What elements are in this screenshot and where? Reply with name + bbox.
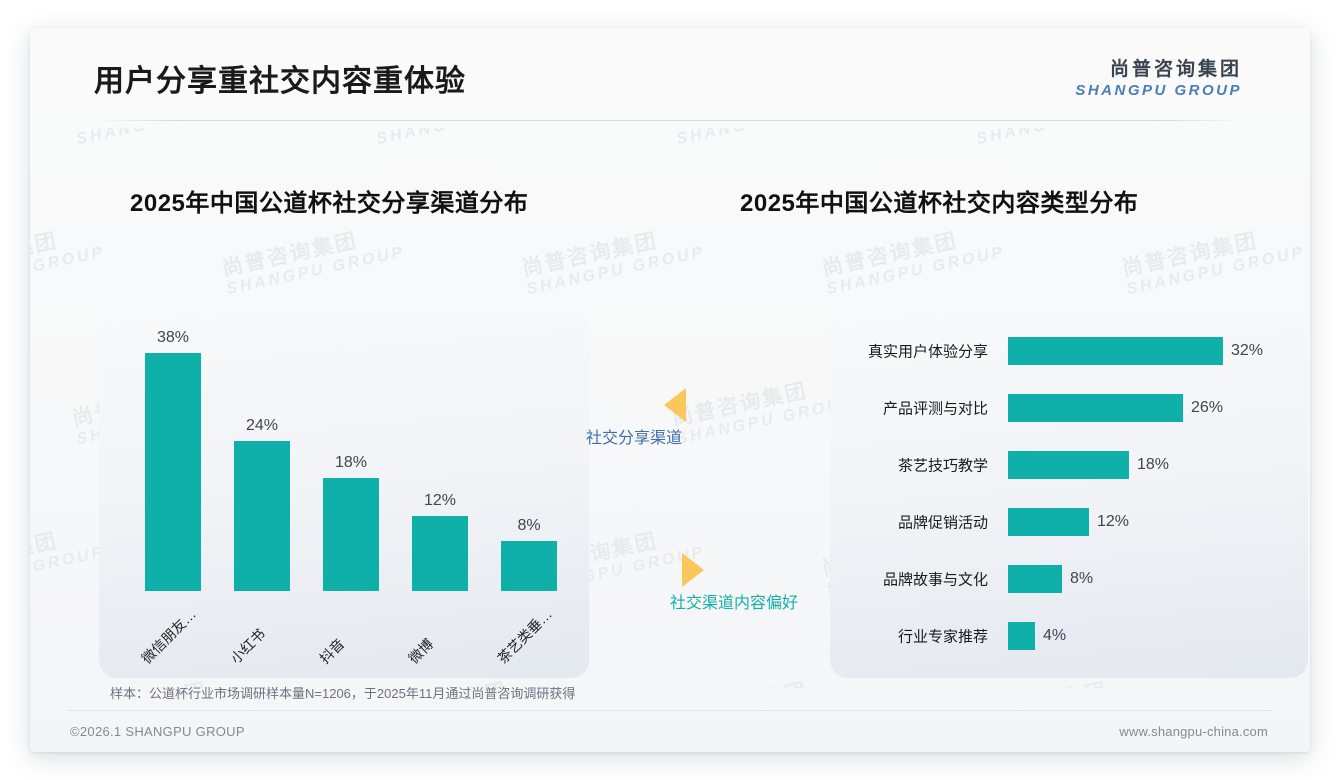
bar-value-label: 8%: [517, 517, 541, 534]
bar-rect: [1008, 394, 1183, 422]
bar-rect: [1008, 622, 1035, 650]
bar-category-label: 茶艺类垂…: [494, 605, 556, 667]
bar-category-label: 小红书: [227, 625, 269, 667]
bar-category-label: 真实用户体验分享: [867, 343, 988, 361]
bar-item: 8% 茶艺类垂…: [494, 311, 561, 678]
logo-chinese-text: 尚普咨询集团: [1109, 59, 1242, 80]
bar-item: 行业专家推荐 4%: [830, 619, 1308, 653]
bar-rect: [1008, 508, 1089, 536]
slide-header: 用户分享重社交内容重体验 尚普咨询集团 SHANGPU GROUP: [30, 28, 1310, 120]
bar-item: 38% 微信朋友…: [138, 311, 205, 678]
charts-area: 2025年中国公道杯社交分享渠道分布 38% 微信朋友… 24% 小红书 18% 抖音 12…: [30, 148, 1310, 708]
bar-category-label: 产品评测与对比: [882, 400, 988, 418]
bar-value-label: 18%: [1137, 456, 1170, 473]
bar-value-label: 24%: [245, 417, 279, 434]
bar-item: 12% 微博: [405, 311, 472, 678]
chart-title-left: 2025年中国公道杯社交分享渠道分布: [130, 190, 529, 217]
horizontal-bar-chart: 真实用户体验分享 32% 产品评测与对比 26% 茶艺技巧教学 18% 品牌促销活动 12% 品…: [830, 311, 1308, 678]
bar-item: 产品评测与对比 26%: [830, 391, 1308, 425]
bar-value-label: 4%: [1043, 627, 1067, 644]
bar-rect: [234, 441, 290, 591]
header-divider: [94, 120, 1246, 121]
chart-title-right: 2025年中国公道杯社交内容类型分布: [740, 190, 1139, 217]
bar-item: 24% 小红书: [227, 311, 294, 678]
bar-rect: [1008, 451, 1129, 479]
bar-category-label: 抖音: [316, 635, 348, 667]
bar-rect: [145, 353, 201, 591]
page-title: 用户分享重社交内容重体验: [94, 65, 466, 98]
logo-english-text: SHANGPU GROUP: [1075, 82, 1242, 99]
footer-divider: [68, 710, 1272, 711]
bar-rect: [1008, 337, 1223, 365]
bar-value-label: 8%: [1070, 570, 1094, 587]
bar-rect: [412, 516, 468, 591]
footer-website: www.shangpu-china.com: [1119, 724, 1268, 739]
slide-footer: ©2026.1 SHANGPU GROUP www.shangpu-china.…: [30, 710, 1310, 752]
bar-value-label: 32%: [1231, 342, 1264, 359]
bar-category-label: 品牌促销活动: [897, 514, 988, 532]
bar-category-label: 行业专家推荐: [897, 628, 988, 646]
bar-category-label: 微信朋友…: [138, 605, 200, 667]
bar-rect: [323, 478, 379, 591]
bar-value-label: 12%: [1097, 513, 1130, 530]
bar-item: 茶艺技巧教学 18%: [830, 448, 1308, 482]
bar-item: 品牌故事与文化 8%: [830, 562, 1308, 596]
bar-value-label: 18%: [334, 454, 368, 471]
bar-value-label: 38%: [156, 329, 190, 346]
bar-category-label: 茶艺技巧教学: [897, 457, 988, 475]
bar-category-label: 品牌故事与文化: [882, 571, 988, 589]
bar-category-label: 微博: [405, 635, 437, 667]
bar-rect: [1008, 565, 1062, 593]
footer-copyright: ©2026.1 SHANGPU GROUP: [70, 724, 245, 739]
bar-item: 18% 抖音: [316, 311, 383, 678]
bar-item: 真实用户体验分享 32%: [830, 334, 1308, 368]
bar-item: 品牌促销活动 12%: [830, 505, 1308, 539]
chart-panel-right: [830, 311, 1308, 678]
bar-rect: [501, 541, 557, 591]
source-note: 样本：公道杯行业市场调研样本量N=1206，于2025年11月通过尚普咨询调研获…: [110, 686, 576, 701]
slide-card: 用户分享重社交内容重体验 尚普咨询集团 SHANGPU GROUP 尚普咨询集团…: [30, 28, 1310, 752]
vertical-bar-chart: 38% 微信朋友… 24% 小红书 18% 抖音 12% 微博 8% 茶艺类垂…: [99, 311, 589, 678]
brand-logo: 尚普咨询集团 SHANGPU GROUP: [1075, 60, 1242, 98]
bar-value-label: 26%: [1191, 399, 1224, 416]
bar-value-label: 12%: [423, 492, 457, 509]
